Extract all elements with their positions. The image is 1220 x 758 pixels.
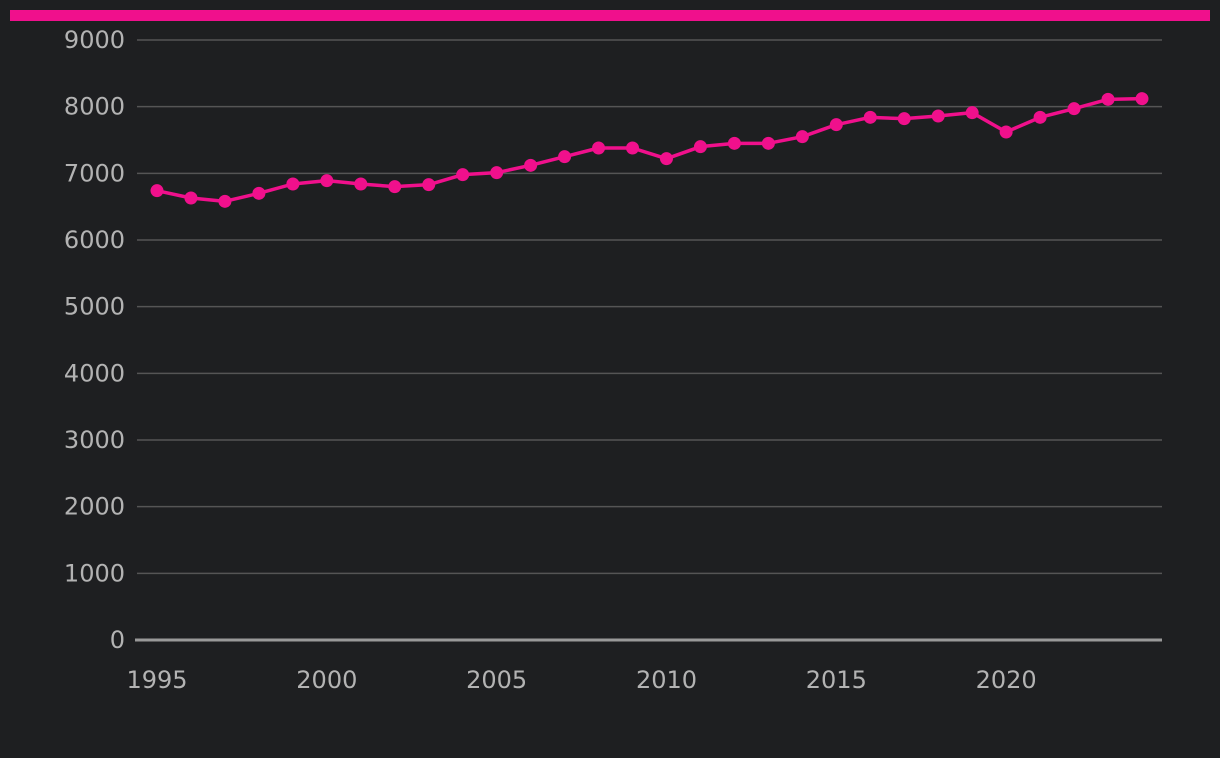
data-point-2014 (795, 130, 809, 144)
x-tick-label: 2005 (466, 666, 527, 694)
x-tick-label: 1995 (126, 666, 187, 694)
y-tick-label: 2000 (64, 493, 125, 521)
y-tick-label: 6000 (64, 226, 125, 254)
y-tick-label: 3000 (64, 426, 125, 454)
data-point-2009 (626, 141, 640, 155)
data-point-1997 (218, 194, 232, 208)
y-tick-label: 5000 (64, 293, 125, 321)
data-point-2011 (693, 140, 707, 154)
x-tick-label: 2000 (296, 666, 357, 694)
x-tick-label: 2015 (806, 666, 867, 694)
data-point-2000 (320, 174, 334, 188)
x-axis-tick-labels: 1995 2000 2005 2010 2015 2020 (126, 666, 1036, 694)
data-point-2004 (456, 168, 470, 182)
data-point-2010 (659, 152, 673, 166)
data-point-1995 (150, 184, 164, 198)
gridlines (137, 39, 1162, 575)
x-tick-label: 2020 (976, 666, 1037, 694)
data-point-2020 (999, 125, 1013, 139)
y-tick-label: 7000 (64, 159, 125, 187)
data-point-2013 (761, 136, 775, 150)
series-line-0 (155, 96, 1144, 204)
data-point-2012 (727, 136, 741, 150)
data-point-2015 (829, 118, 843, 132)
data-point-2001 (354, 177, 368, 191)
y-tick-label: 1000 (64, 559, 125, 587)
data-point-2019 (965, 106, 979, 120)
data-point-1998 (252, 186, 266, 200)
y-tick-label: 9000 (64, 26, 125, 54)
data-point-2003 (422, 178, 436, 192)
data-point-2008 (592, 141, 606, 155)
y-tick-label: 8000 (64, 93, 125, 121)
data-point-2022 (1067, 102, 1081, 116)
y-axis-tick-labels: 0 1000 2000 3000 4000 5000 6000 7000 8000 9000 (64, 26, 125, 654)
x-tick-label: 2010 (636, 666, 697, 694)
data-point-2005 (490, 166, 504, 180)
series-group (150, 92, 1149, 208)
y-tick-label: 4000 (64, 359, 125, 387)
data-point-2006 (524, 158, 538, 172)
data-point-2024 (1135, 92, 1149, 106)
data-point-2002 (388, 180, 402, 194)
data-point-1996 (184, 191, 198, 205)
data-point-1999 (286, 177, 300, 191)
data-point-2007 (558, 150, 572, 164)
data-point-2017 (897, 112, 911, 126)
data-point-2023 (1101, 92, 1115, 106)
y-tick-label: 0 (110, 626, 125, 654)
data-point-2016 (863, 110, 877, 124)
data-point-2021 (1033, 110, 1047, 124)
data-point-2018 (931, 109, 945, 123)
top-accent-bar (10, 10, 1210, 21)
